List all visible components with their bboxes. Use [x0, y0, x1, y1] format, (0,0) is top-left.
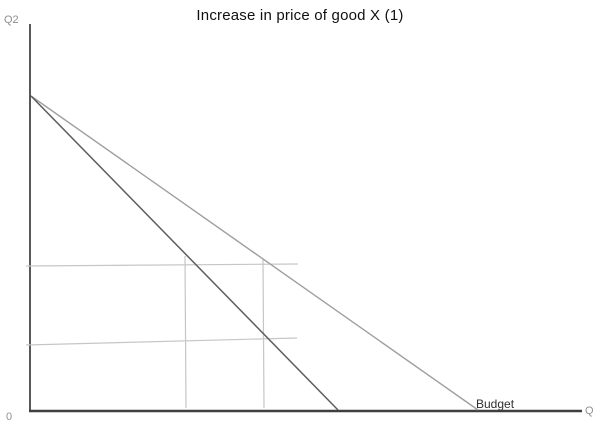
guide-horizontal-upper — [25, 263, 299, 267]
chart-title: Increase in price of good X (1) — [196, 7, 404, 24]
origin-label: 0 — [6, 411, 13, 423]
y-axis-label: Q2 — [4, 14, 19, 26]
budget-line-label: Budget — [476, 397, 515, 411]
x-axis-label: Q — [585, 405, 594, 417]
guide-vertical-left — [184, 255, 187, 409]
budget-line-original — [30, 95, 479, 411]
guide-horizontal-lower — [25, 337, 298, 346]
budget-line-new — [30, 95, 339, 411]
